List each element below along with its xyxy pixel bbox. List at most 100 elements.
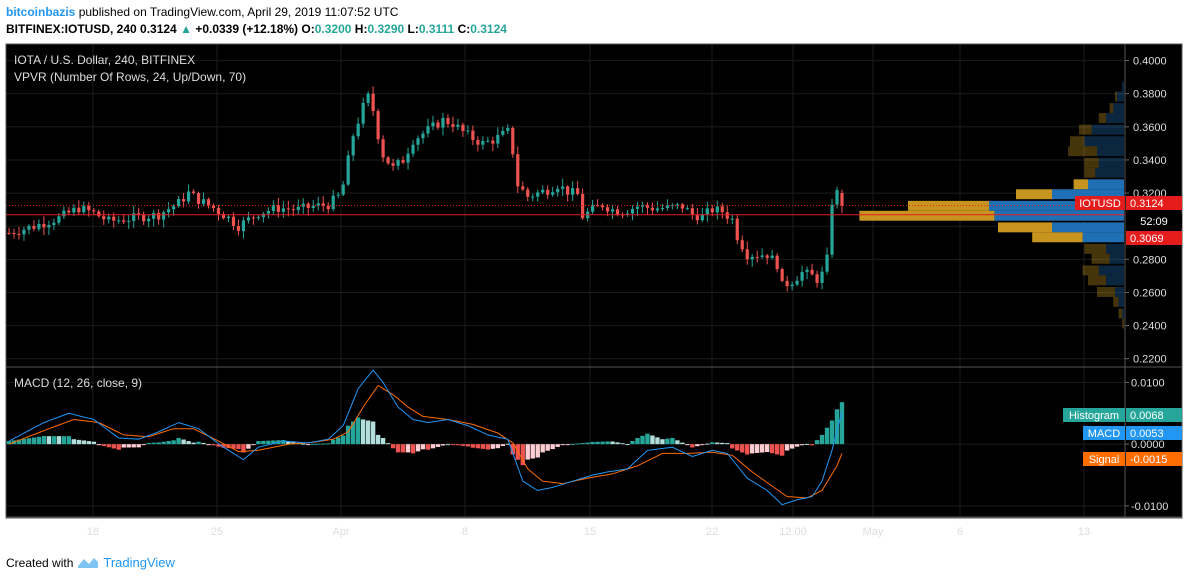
candle-body bbox=[431, 122, 435, 127]
vpvr-down-bar bbox=[1088, 275, 1106, 286]
histogram-bar bbox=[116, 444, 121, 450]
candle-body bbox=[735, 218, 739, 241]
vpvr-up-bar bbox=[1106, 243, 1124, 254]
candle-body bbox=[196, 193, 201, 204]
candle-body bbox=[361, 102, 365, 124]
histogram-bar bbox=[246, 444, 251, 449]
candle-body bbox=[576, 188, 580, 195]
candle-body bbox=[800, 271, 804, 281]
candle-body bbox=[391, 163, 395, 166]
histogram-bar bbox=[610, 441, 615, 445]
histogram-bar bbox=[735, 444, 740, 451]
candle-body bbox=[645, 205, 650, 208]
histogram-bar bbox=[66, 436, 72, 445]
macd-name-label: MACD bbox=[1083, 426, 1125, 440]
symbol-line: BITFINEX:IOTUSD, 240 0.3124 ▲ +0.0339 (+… bbox=[6, 22, 507, 36]
histogram-bar bbox=[31, 437, 37, 445]
vpvr-up-bar bbox=[994, 210, 1124, 221]
histogram-bar bbox=[620, 443, 625, 445]
candle-body bbox=[546, 189, 550, 195]
histogram-bar bbox=[256, 441, 261, 445]
candle-body bbox=[531, 196, 535, 198]
candle-body bbox=[566, 186, 570, 195]
candle-body bbox=[326, 205, 330, 210]
publisher-link[interactable]: bitcoinbazis bbox=[6, 5, 76, 19]
candle-body bbox=[695, 214, 699, 221]
histogram-bar bbox=[191, 442, 196, 445]
candle-body bbox=[336, 194, 340, 196]
candle-body bbox=[770, 255, 774, 259]
histogram-bar bbox=[41, 436, 47, 445]
candle-body bbox=[72, 207, 76, 213]
candle-body bbox=[486, 140, 490, 142]
histogram-bar bbox=[106, 444, 111, 448]
histogram-bar bbox=[700, 444, 705, 446]
histogram-bar bbox=[181, 439, 186, 445]
macd-axis[interactable]: 0.0100 0.0000 -0.0100 bbox=[1125, 377, 1168, 513]
candle-body bbox=[810, 269, 814, 275]
candle-body bbox=[87, 205, 91, 211]
vpvr-up-bar bbox=[1122, 308, 1124, 319]
candle-body bbox=[62, 210, 66, 217]
macd-pane-title[interactable]: MACD (12, 26, close, 9) bbox=[14, 376, 142, 390]
vpvr-down-bar bbox=[1098, 113, 1106, 124]
histogram-bar bbox=[720, 442, 725, 445]
histogram-bar bbox=[425, 444, 431, 450]
candle-body bbox=[271, 205, 275, 212]
histogram-bar bbox=[505, 443, 510, 445]
vpvr-down-bar bbox=[1032, 232, 1083, 243]
histogram-bar bbox=[241, 444, 246, 453]
histogram-bar bbox=[759, 444, 765, 453]
candle-body bbox=[625, 213, 630, 215]
histogram-bar bbox=[520, 444, 525, 466]
vpvr-indicator-label[interactable]: VPVR (Number Of Rows, 24, Up/Down, 70) bbox=[14, 70, 246, 84]
candle-body bbox=[82, 205, 86, 213]
candle-body bbox=[491, 140, 495, 144]
price-tick-6: 0.2600 bbox=[1133, 287, 1167, 299]
candle-body bbox=[630, 208, 635, 214]
candle-body bbox=[446, 117, 450, 125]
candle-body bbox=[27, 225, 31, 230]
histogram-bar bbox=[480, 444, 486, 449]
high-value: 0.3290 bbox=[367, 22, 405, 36]
candle-body bbox=[725, 212, 729, 219]
histogram-bar bbox=[570, 443, 575, 445]
candle-body bbox=[341, 184, 345, 195]
candle-body bbox=[715, 206, 719, 213]
histogram-bar bbox=[490, 444, 496, 449]
close-value: 0.3124 bbox=[470, 22, 507, 36]
candle-body bbox=[536, 192, 540, 197]
candle-body bbox=[700, 214, 704, 221]
tradingview-brand-link[interactable]: TradingView bbox=[103, 555, 175, 570]
histogram-bar bbox=[420, 444, 426, 450]
candle-body bbox=[685, 208, 689, 210]
histogram-value-label-bg bbox=[1126, 408, 1182, 422]
histogram-bar bbox=[460, 444, 466, 446]
vpvr-down-bar bbox=[1070, 136, 1085, 147]
histogram-bar bbox=[206, 444, 211, 446]
vpvr-up-bar bbox=[1098, 157, 1124, 168]
price-axis[interactable]: 0.40000.38000.36000.34000.32000.28000.26… bbox=[1125, 56, 1167, 366]
candle-body bbox=[191, 191, 196, 194]
candle-body bbox=[107, 216, 111, 220]
candle-body bbox=[456, 124, 460, 127]
time-tick-6: 12:00 bbox=[779, 526, 807, 538]
histogram-bar bbox=[685, 444, 690, 446]
histogram-bar bbox=[321, 443, 326, 445]
candle-body bbox=[765, 255, 769, 259]
histogram-bar bbox=[630, 441, 635, 445]
candle-body bbox=[451, 124, 455, 127]
histogram-bar bbox=[565, 444, 570, 446]
histogram-bar bbox=[824, 427, 830, 445]
candle-body bbox=[541, 189, 545, 193]
histogram-bar bbox=[121, 444, 126, 448]
macd-value-label-bg bbox=[1126, 426, 1182, 440]
macd-tick-1: 0.0000 bbox=[1131, 439, 1165, 451]
candle-body bbox=[551, 192, 555, 195]
candle-body bbox=[720, 206, 724, 213]
histogram-bar bbox=[794, 444, 800, 447]
candle-body bbox=[296, 206, 300, 211]
histogram-bar bbox=[640, 435, 645, 445]
time-axis[interactable]: 18 25 Apr 8 15 22 12:00 May 6 13 bbox=[87, 526, 1090, 538]
